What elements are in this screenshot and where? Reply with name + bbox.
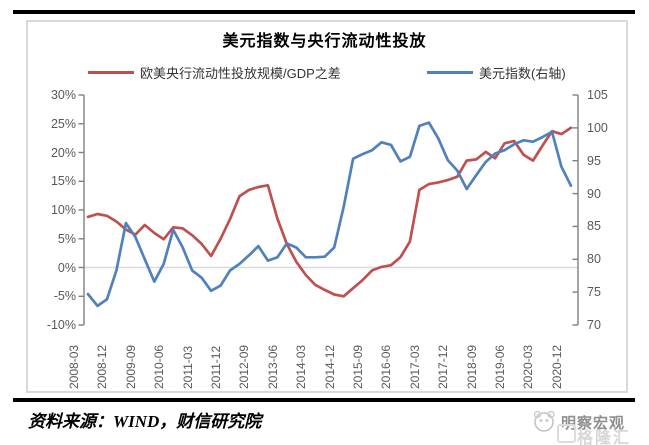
x-axis-tick-label: 2011-03 [180, 345, 195, 389]
series-line-red [86, 126, 573, 298]
y-axis-tick-label: 90 [587, 186, 601, 201]
x-axis-tick-label: 2020-12 [549, 344, 564, 389]
x-axis-tick-label: 2015-09 [351, 344, 366, 389]
y-axis-tick-label: 105 [587, 88, 608, 102]
legend-line-swatch-red-icon [88, 70, 134, 74]
watermark-primary-text: 明察宏观 [561, 415, 626, 432]
legend-line-swatch-blue-icon [427, 70, 473, 74]
x-axis-tick-label: 2019-06 [493, 344, 508, 389]
source-note: 资料来源：WIND，财信研究院 [28, 412, 262, 431]
y-axis-tick-label: 80 [587, 252, 601, 267]
y-axis-tick-label: 5% [57, 231, 76, 246]
y-axis-tick-label: 15% [50, 174, 76, 189]
x-axis-tick-label: 2017-12 [436, 344, 451, 389]
y-axis-tick-label: 0% [57, 260, 76, 275]
x-axis-tick-label: 2009-09 [123, 344, 138, 389]
y-axis-tick-label: 10% [50, 203, 76, 217]
x-axis-tick-label: 2014-03 [294, 344, 309, 389]
watermark: 明察宏观 格隆汇 [515, 400, 649, 445]
y-axis-tick-label: 20% [50, 145, 76, 160]
x-axis-tick-label: 2013-06 [265, 344, 280, 389]
y-axis-tick-label: -5% [53, 289, 76, 304]
x-axis-tick-label: 2010-06 [152, 344, 167, 389]
y-axis-tick-label: 70 [587, 318, 601, 332]
y-axis-tick-label: -10% [46, 318, 76, 332]
y-axis-tick-label: 75 [587, 285, 601, 300]
top-divider [13, 10, 635, 14]
legend-item-liquidity: 欧美央行流动性投放规模/GDP之差 [88, 63, 341, 81]
watermark-logo-icon [533, 410, 555, 432]
series-line-blue [86, 121, 573, 308]
x-axis-tick-label: 2018-09 [464, 344, 479, 389]
legend-item-dollar-index: 美元指数(右轴) [427, 63, 566, 81]
chart-legend: 欧美央行流动性投放规模/GDP之差 美元指数(右轴) [0, 63, 649, 81]
y-axis-tick-label: 85 [587, 219, 601, 234]
bottom-divider [13, 398, 635, 402]
y-axis-tick-label: 100 [587, 120, 608, 135]
x-axis-tick-label: 2008-03 [67, 344, 81, 389]
chart-title: 美元指数与央行流动性投放 [222, 33, 427, 50]
x-axis-tick-label: 2014-12 [322, 344, 337, 389]
x-axis-tick-label: 2016-06 [379, 344, 394, 389]
y-axis-tick-label: 25% [50, 116, 76, 131]
y-axis-tick-label: 30% [50, 88, 76, 102]
chart-frame [26, 20, 628, 393]
x-axis-tick-label: 2012-09 [237, 344, 252, 389]
watermark-secondary-icon [557, 424, 576, 443]
legend-label: 欧美央行流动性投放规模/GDP之差 [140, 65, 341, 81]
watermark-secondary-text: 格隆汇 [577, 430, 632, 445]
legend-label: 美元指数(右轴) [479, 65, 566, 81]
x-axis-tick-label: 2011-12 [209, 345, 224, 389]
x-axis-tick-label: 2008-12 [95, 344, 110, 389]
y-axis-tick-label: 95 [587, 153, 601, 168]
x-axis-tick-label: 2020-03 [521, 344, 536, 389]
x-axis-tick-label: 2017-03 [407, 344, 422, 389]
